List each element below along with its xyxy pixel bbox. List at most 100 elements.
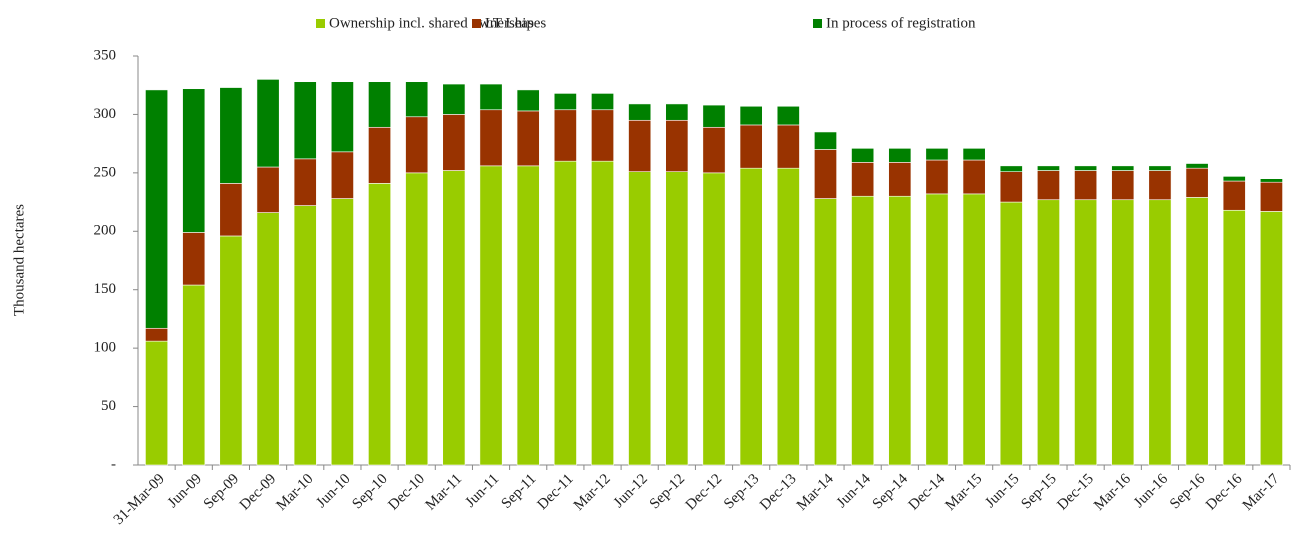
- bar-segment: [293, 205, 317, 466]
- bar-segment: [442, 83, 466, 115]
- x-tick-label: Jun-15: [982, 471, 1022, 511]
- bar-segment: [591, 109, 614, 162]
- x-tick-label: Mar-10: [274, 471, 317, 514]
- bar-segment: [591, 160, 614, 466]
- x-tick-label: Jun-11: [462, 471, 502, 511]
- bar-segment: [888, 195, 912, 466]
- bar-segment: [293, 81, 317, 160]
- bar-segment: [1111, 170, 1135, 201]
- bar-segment: [962, 193, 986, 466]
- bar-segment: [702, 126, 726, 174]
- x-tick-label: Jun-14: [834, 471, 875, 512]
- bar-segment: [1074, 165, 1098, 171]
- bar-segment: [591, 93, 614, 111]
- x-tick-label: Sep-15: [1018, 471, 1059, 512]
- bar-segment: [1074, 170, 1098, 201]
- bar-segment: [1222, 180, 1246, 211]
- bar-segment: [1185, 167, 1209, 198]
- x-tick-label: Dec-10: [385, 471, 428, 514]
- bar-segment: [739, 105, 763, 126]
- bar-segment: [1037, 165, 1060, 171]
- y-tick-label: 50: [101, 398, 116, 414]
- bar-segment: [1222, 209, 1246, 466]
- x-tick-label: Mar-17: [1240, 471, 1283, 514]
- x-tick-label: Mar-15: [942, 471, 985, 514]
- x-tick-label: Sep-12: [647, 471, 688, 512]
- bar-segment: [182, 88, 206, 233]
- bar-segment: [330, 198, 354, 466]
- bar-segment: [999, 165, 1023, 172]
- bar-segment: [962, 148, 986, 161]
- bar-segment: [776, 105, 800, 126]
- bar-segment: [1148, 165, 1172, 171]
- bar-segment: [293, 158, 317, 206]
- bar-segment: [553, 93, 577, 111]
- x-tick-label: Jun-12: [611, 471, 651, 511]
- bar-segment: [925, 159, 949, 195]
- y-tick-label: 250: [94, 164, 117, 180]
- bar-segment: [330, 151, 354, 199]
- bar-segment: [145, 89, 169, 329]
- bar-segment: [1074, 199, 1098, 466]
- x-tick-label: Mar-16: [1091, 471, 1134, 514]
- x-tick-label: Mar-14: [794, 471, 837, 514]
- bar-segment: [1037, 199, 1060, 466]
- bar-segment: [814, 149, 837, 199]
- bar-segment: [516, 89, 540, 112]
- legend-swatch: [813, 19, 822, 28]
- bar-segment: [479, 109, 503, 167]
- x-tick-label: Jun-09: [165, 471, 205, 511]
- bar-segment: [1185, 197, 1209, 466]
- bar-segment: [405, 81, 429, 118]
- x-tick-label: Dec-16: [1203, 471, 1246, 514]
- legend-swatch: [316, 19, 325, 28]
- x-tick-label: Sep-16: [1167, 471, 1209, 513]
- bar-segment: [739, 167, 763, 466]
- bar-segment: [479, 165, 503, 466]
- bar-segment: [999, 171, 1023, 203]
- bar-segment: [665, 103, 689, 121]
- x-tick-label: Mar-12: [571, 471, 614, 514]
- x-tick-label: Sep-09: [201, 471, 242, 512]
- bar-segment: [1259, 178, 1283, 183]
- bar-segment: [330, 81, 354, 153]
- x-tick-label: Sep-10: [349, 471, 390, 512]
- y-tick-label: 150: [94, 281, 117, 297]
- bar-segment: [776, 167, 800, 466]
- bar-segment: [553, 160, 577, 466]
- bar-segment: [368, 126, 391, 184]
- bar-segment: [776, 124, 800, 169]
- legend-label: LT Leases: [485, 15, 546, 31]
- bar-segment: [1185, 163, 1209, 169]
- bar-segment: [1111, 165, 1135, 171]
- legend-swatch: [472, 19, 481, 28]
- bar-segment: [814, 131, 837, 150]
- bar-segment: [219, 183, 243, 237]
- bar-segment: [145, 327, 169, 342]
- legend-label: Ownership incl. shared ownership: [329, 15, 534, 31]
- bar-segment: [1148, 170, 1172, 201]
- bar-segment: [442, 114, 466, 171]
- bar-segment: [405, 172, 429, 466]
- bar-segment: [219, 235, 243, 466]
- legend-label: In process of registration: [826, 15, 976, 31]
- bar-segment: [628, 171, 652, 466]
- bar-segment: [405, 116, 429, 174]
- y-tick-label: 300: [94, 106, 117, 122]
- x-tick-label: Dec-09: [237, 471, 280, 514]
- bar-segment: [702, 172, 726, 466]
- bar-segment: [665, 171, 689, 466]
- bar-segment: [479, 83, 503, 111]
- x-tick-label: Sep-13: [721, 471, 762, 512]
- bar-segment: [1037, 170, 1060, 201]
- x-tick-label: Dec-13: [757, 471, 800, 514]
- y-axis-label: Thousand hectares: [11, 204, 27, 316]
- bar-segment: [219, 87, 243, 184]
- bar-segment: [1111, 199, 1135, 466]
- bar-segment: [739, 124, 763, 169]
- bar-segment: [256, 79, 280, 168]
- bar-segment: [553, 109, 577, 162]
- bar-segment: [516, 110, 540, 167]
- bar-segment: [256, 212, 280, 466]
- x-tick-label: Jun-16: [1131, 471, 1172, 512]
